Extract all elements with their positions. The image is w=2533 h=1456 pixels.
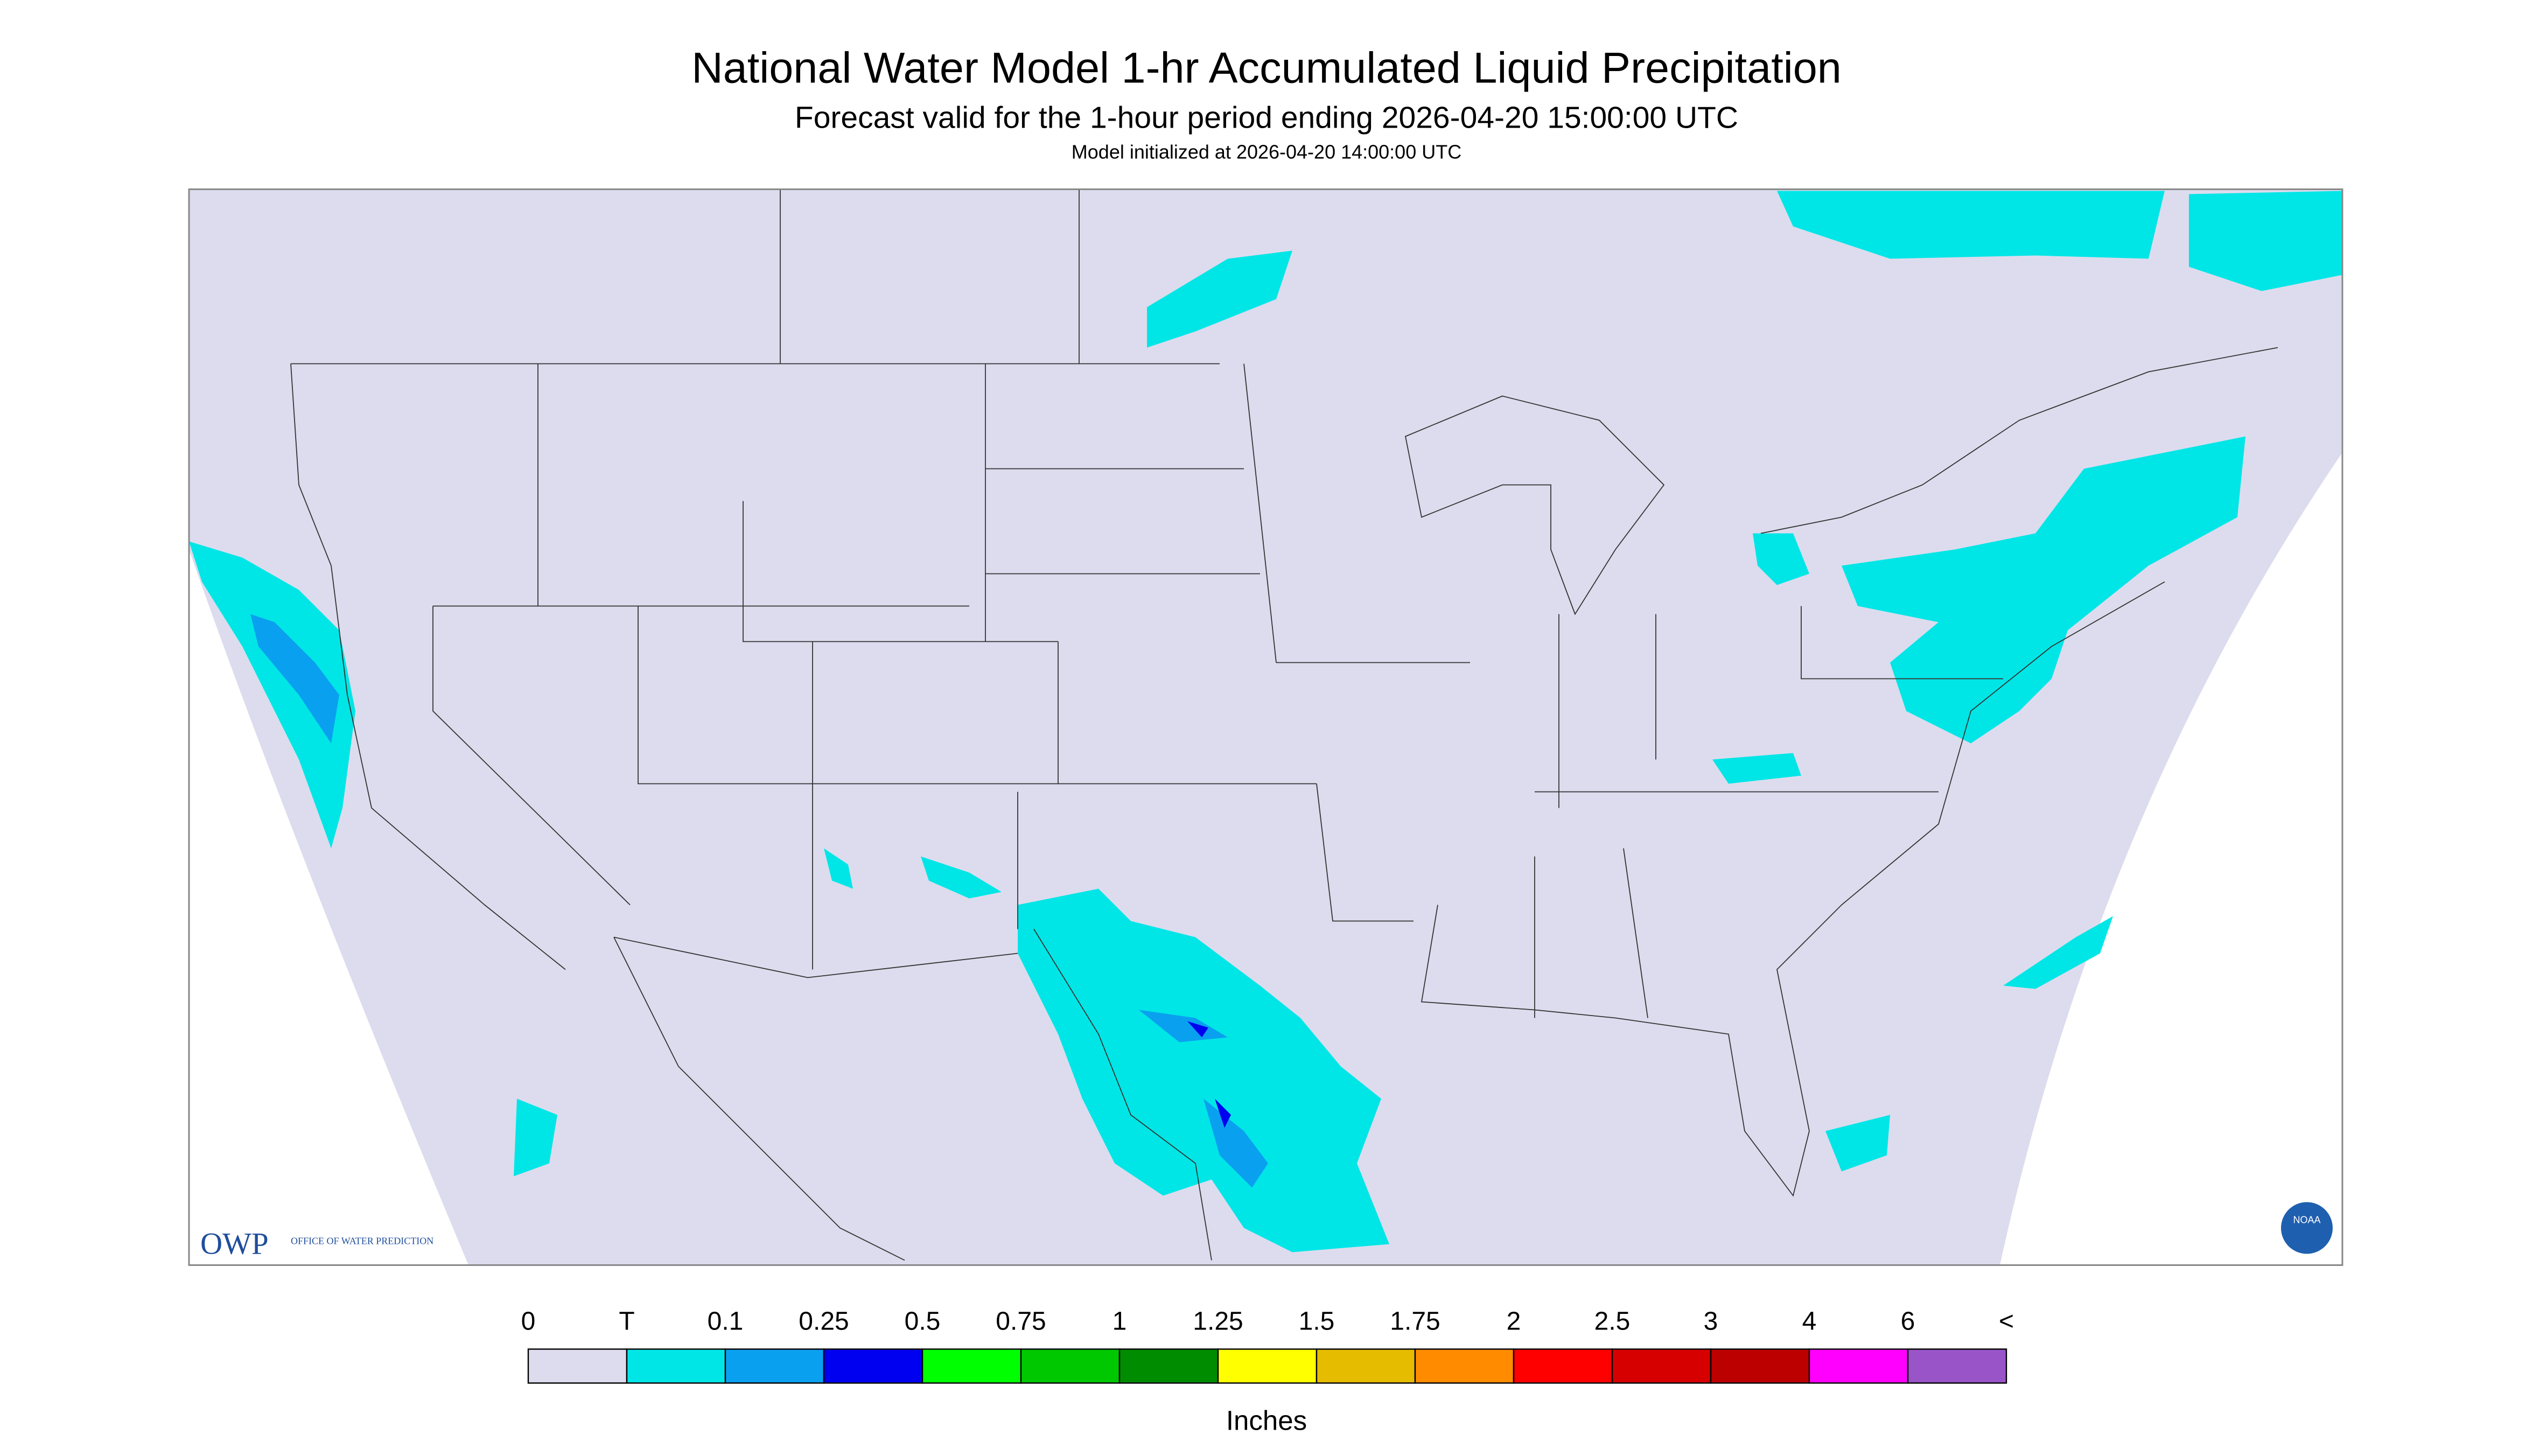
legend-label: 1 — [1112, 1307, 1127, 1336]
precip-heavy — [1203, 1098, 1268, 1188]
borders — [290, 189, 2278, 1261]
legend-swatch — [1217, 1348, 1318, 1384]
title: National Water Model 1-hr Accumulated Li… — [691, 44, 1842, 93]
precip-heavy — [1187, 1021, 1208, 1038]
legend-swatch — [1907, 1348, 2007, 1384]
legend-swatch — [626, 1348, 726, 1384]
precip — [2003, 916, 2113, 989]
legend-label: 1.25 — [1193, 1307, 1243, 1336]
legend-swatch — [527, 1348, 628, 1384]
legend-label: 3 — [1704, 1307, 1718, 1336]
owp-logo: OWP — [200, 1227, 269, 1261]
legend-label: 0.25 — [799, 1307, 849, 1336]
legend-label: 1.75 — [1390, 1307, 1440, 1336]
precip — [921, 856, 1002, 899]
legend-label: 0.5 — [905, 1307, 941, 1336]
legend-swatch — [1611, 1348, 1712, 1384]
precip-areas — [189, 191, 2342, 1252]
legend-swatch — [1118, 1348, 1219, 1384]
precip — [1712, 753, 1801, 784]
legend-swatch — [1710, 1348, 1810, 1384]
precip — [1842, 436, 2245, 744]
legend-swatch — [1414, 1348, 1515, 1384]
precip — [1147, 250, 1292, 348]
precip — [1018, 888, 1389, 1252]
legend-label: 4 — [1802, 1307, 1817, 1336]
legend-swatch — [1513, 1348, 1613, 1384]
precip — [1753, 533, 1809, 585]
map-frame — [188, 188, 2343, 1266]
legend-swatch — [724, 1348, 825, 1384]
precip-heavy — [250, 614, 339, 744]
land — [189, 189, 2342, 1265]
legend-label: 2.5 — [1594, 1307, 1631, 1336]
precip — [189, 541, 355, 849]
legend-swatch — [1316, 1348, 1416, 1384]
legend-label: 0.75 — [996, 1307, 1046, 1336]
init-time: Model initialized at 2026-04-20 14:00:00… — [1072, 141, 1461, 163]
legend-label: 2 — [1507, 1307, 1521, 1336]
legend: 0 T 0.1 0.25 0.5 0.75 1 1.25 1.5 1.75 2 2.5 3 4 6 < — [521, 1307, 2014, 1384]
precip — [1825, 1115, 1890, 1172]
legend-label: < — [1999, 1307, 2014, 1336]
subtitle: Forecast valid for the 1-hour period end… — [795, 101, 1738, 135]
map: OWP OFFICE OF WATER PREDICTION NOAA — [188, 188, 2343, 1266]
precip — [2189, 191, 2342, 291]
legend-unit: Inches — [1226, 1405, 1307, 1436]
precip-heavy — [1215, 1098, 1231, 1128]
legend-label: T — [619, 1307, 634, 1336]
noaa-logo-text: NOAA — [2293, 1215, 2320, 1226]
legend-swatch — [921, 1348, 1022, 1384]
precip-heavy — [1139, 1010, 1228, 1042]
legend-swatch — [1020, 1348, 1121, 1384]
legend-label: 0.1 — [708, 1307, 744, 1336]
legend-swatch — [823, 1348, 923, 1384]
precip — [824, 848, 853, 889]
legend-label: 6 — [1901, 1307, 1915, 1336]
legend-label: 1.5 — [1299, 1307, 1335, 1336]
precip — [1777, 191, 2165, 259]
legend-swatch — [1808, 1348, 1909, 1384]
legend-label: 0 — [521, 1307, 536, 1336]
noaa-logo — [2281, 1202, 2333, 1254]
owp-logo-text: OFFICE OF WATER PREDICTION — [291, 1236, 433, 1247]
precip — [514, 1098, 557, 1177]
